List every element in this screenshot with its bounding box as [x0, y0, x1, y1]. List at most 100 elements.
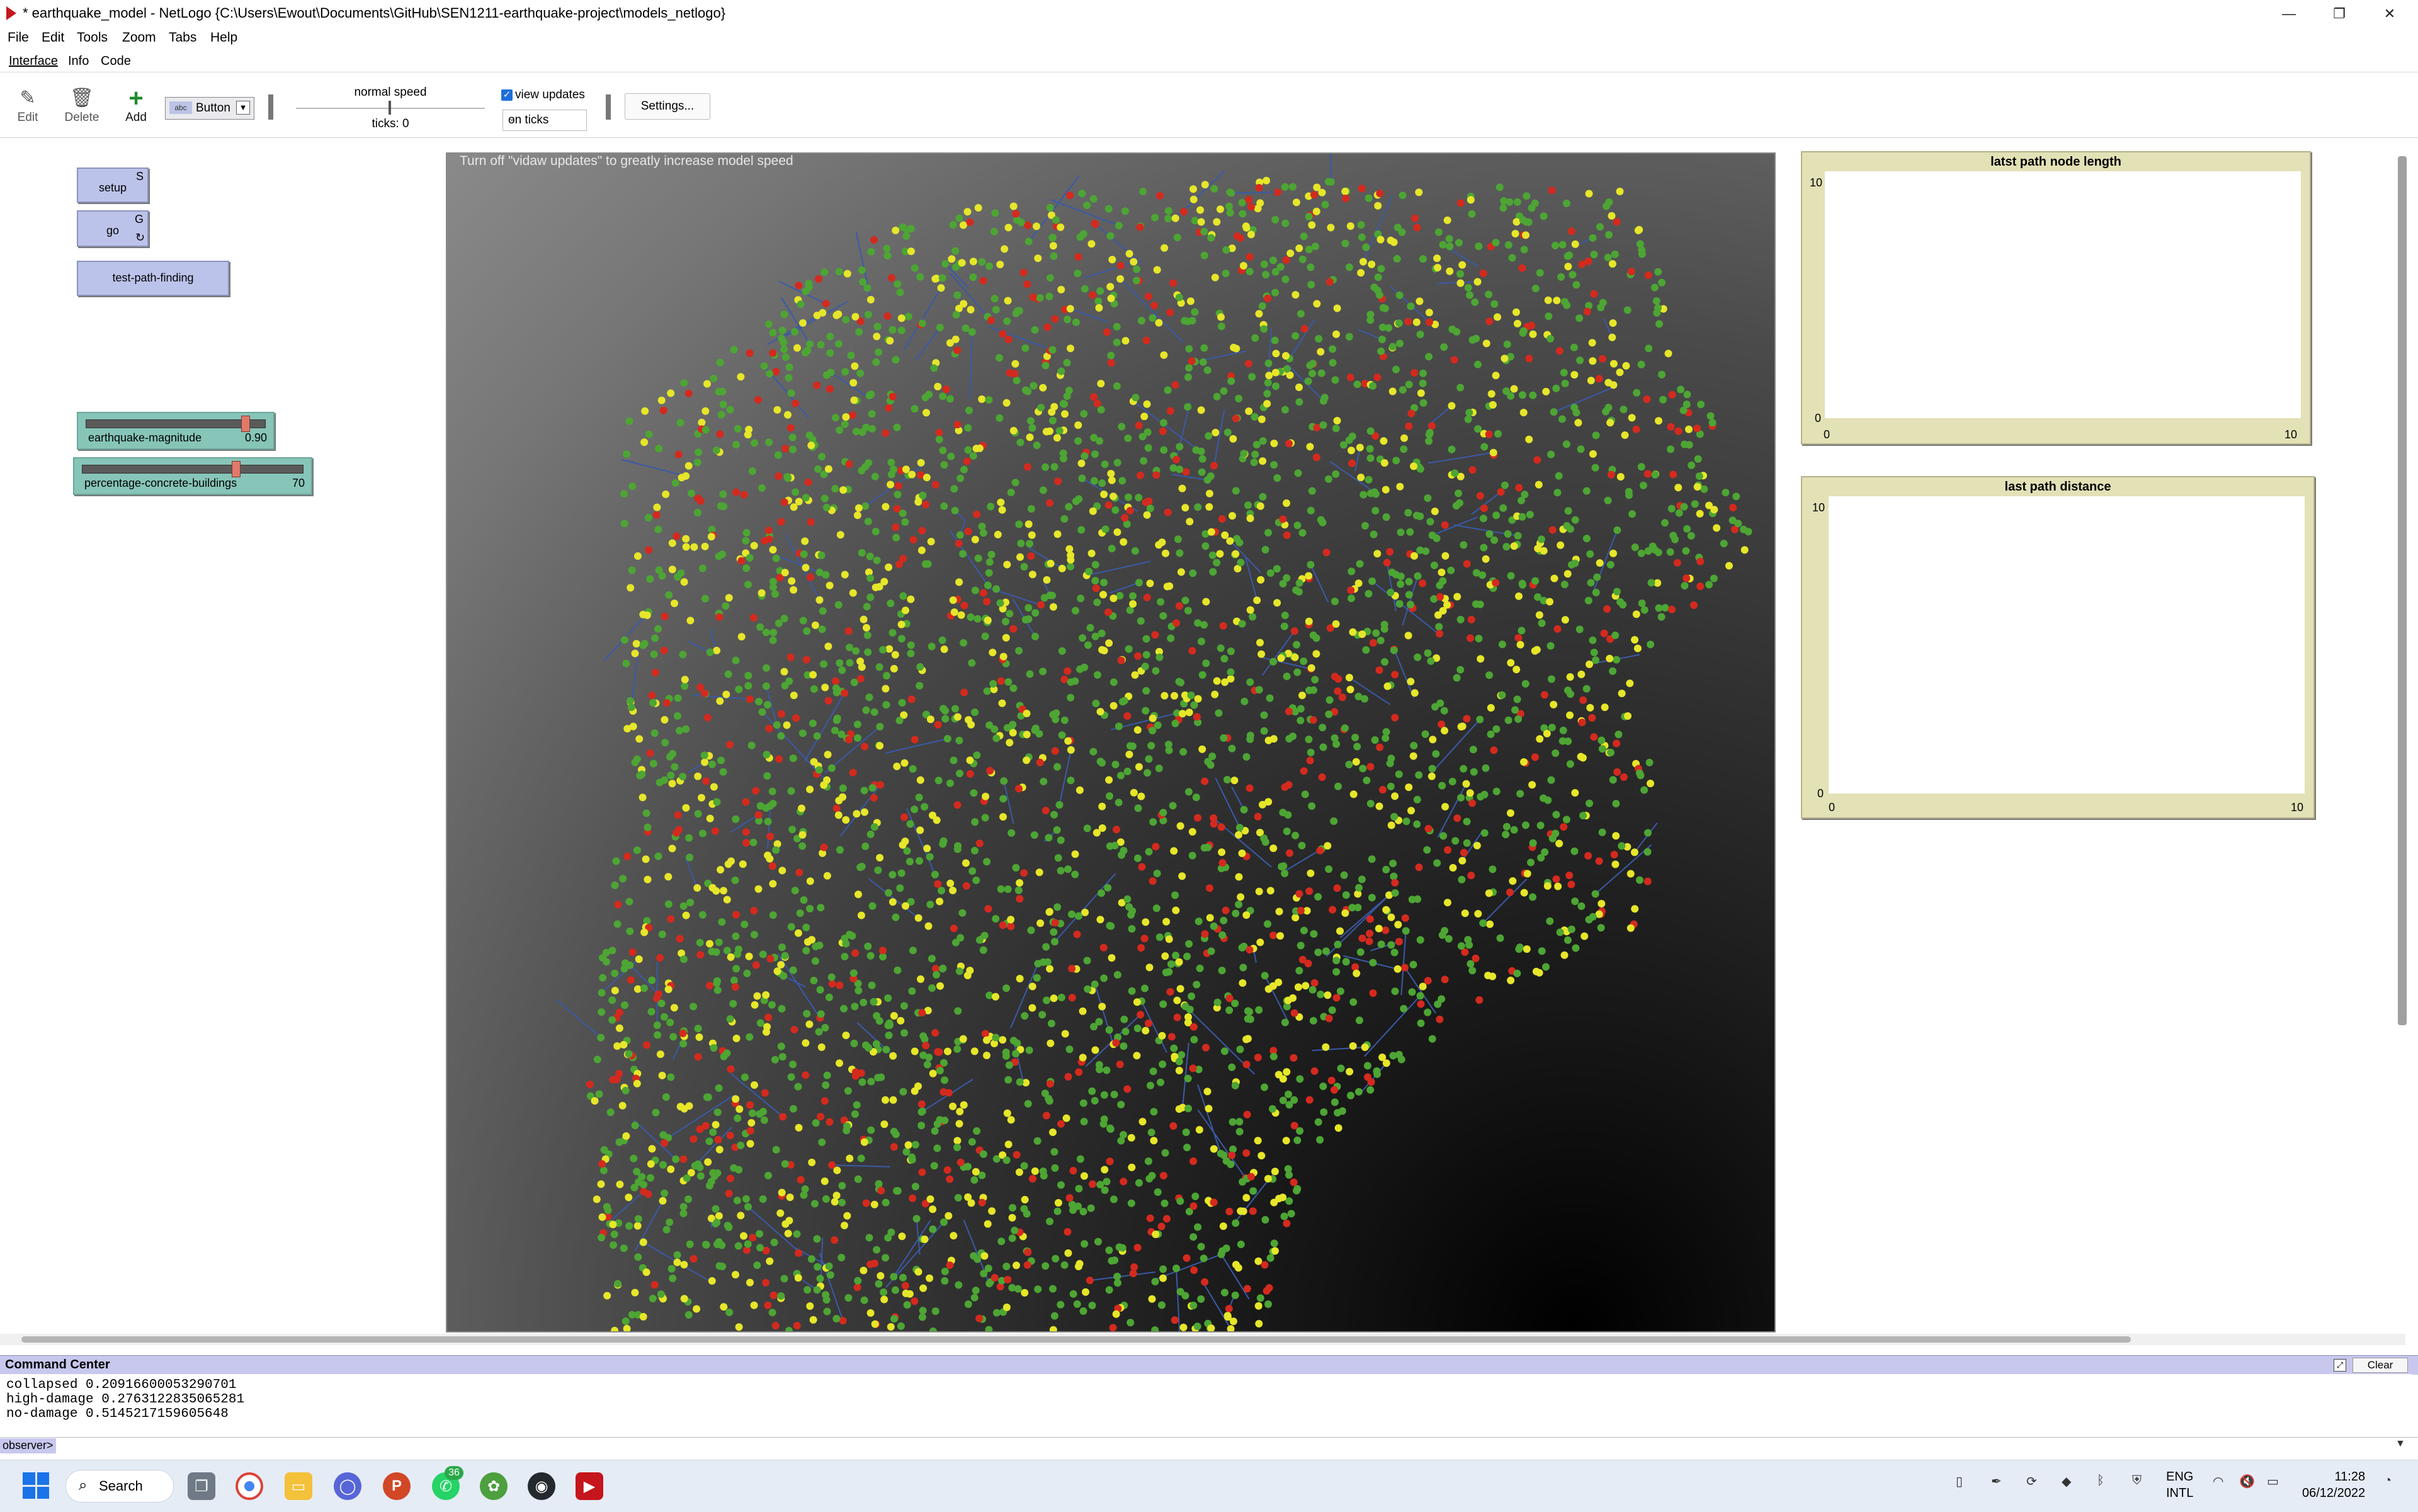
building-node: [1147, 504, 1154, 512]
command-input[interactable]: [0, 1437, 2418, 1454]
minimize-button[interactable]: —: [2261, 0, 2317, 28]
menu-edit[interactable]: Edit: [42, 30, 64, 45]
view-updates-checkbox[interactable]: ✓view updates: [501, 88, 585, 102]
go-button[interactable]: G go ↻: [77, 210, 149, 247]
building-node: [1349, 433, 1356, 440]
building-node: [1172, 907, 1179, 914]
menu-zoom[interactable]: Zoom: [122, 30, 156, 45]
language-indicator[interactable]: ENG INTL: [2166, 1469, 2193, 1501]
menu-file[interactable]: File: [8, 30, 29, 45]
chrome-icon[interactable]: [236, 1472, 263, 1500]
settings-button[interactable]: Settings...: [625, 93, 710, 120]
update-mode-select[interactable]: on ticks ⌄: [502, 110, 587, 131]
edit-button[interactable]: ✎ Edit: [3, 86, 53, 125]
building-node: [795, 869, 803, 877]
setup-button[interactable]: S setup: [77, 168, 149, 203]
building-node: [1198, 448, 1205, 455]
building-node: [1316, 1136, 1324, 1144]
building-node: [864, 632, 871, 639]
building-node: [1029, 293, 1036, 301]
building-node: [824, 642, 832, 650]
building-node: [929, 1327, 937, 1331]
speed-slider-thumb[interactable]: [389, 101, 391, 115]
building-node: [1396, 292, 1404, 299]
building-node: [746, 1101, 754, 1109]
netlogo-icon[interactable]: ▶: [576, 1472, 603, 1500]
building-node: [1155, 319, 1162, 327]
signal-icon[interactable]: ◯: [334, 1472, 361, 1500]
building-node: [1283, 673, 1291, 680]
building-node: [918, 547, 926, 554]
menu-tabs[interactable]: Tabs: [169, 30, 196, 45]
building-node: [1713, 524, 1720, 531]
expand-icon[interactable]: ⤢: [2334, 1359, 2346, 1372]
building-node: [1129, 592, 1137, 600]
task-view-icon[interactable]: ❐: [188, 1472, 215, 1500]
menu-help[interactable]: Help: [210, 30, 237, 45]
building-node: [785, 1217, 793, 1224]
building-node: [1308, 221, 1315, 229]
building-node: [890, 1012, 898, 1020]
menu-tools[interactable]: Tools: [77, 30, 108, 45]
plot-path-distance[interactable]: last path distance 10 0 0 10: [1801, 476, 2315, 819]
plot-path-node-length[interactable]: latst path node length 10 0 0 10: [1801, 151, 2311, 445]
powerpoint-icon[interactable]: P: [383, 1472, 411, 1500]
building-node: [836, 426, 843, 434]
vertical-scroll-thumb[interactable]: [2398, 156, 2407, 1025]
add-button[interactable]: + Add: [111, 86, 161, 125]
clock[interactable]: 11:28 06/12/2022: [2302, 1469, 2365, 1501]
close-button[interactable]: ✕: [2361, 0, 2418, 28]
delete-button[interactable]: 🗑 Delete: [57, 86, 107, 125]
world-view[interactable]: Turn off "vidaw updates" to greatly incr…: [446, 152, 1776, 1333]
usb-icon[interactable]: ▯: [1956, 1474, 1963, 1489]
earthquake-magnitude-slider[interactable]: earthquake-magnitude 0.90: [77, 412, 275, 450]
building-node: [1444, 217, 1451, 224]
building-node: [842, 816, 849, 824]
building-node: [1217, 205, 1224, 213]
speaker-muted-icon[interactable]: 🔇: [2239, 1474, 2255, 1489]
battery-icon[interactable]: ▭: [2267, 1474, 2279, 1489]
building-node: [732, 657, 740, 664]
photos-icon[interactable]: ✿: [480, 1472, 508, 1500]
clear-button[interactable]: Clear: [2353, 1358, 2408, 1373]
building-node: [1285, 781, 1293, 788]
building-node: [1106, 232, 1114, 240]
bluetooth-icon[interactable]: ᛒ: [2097, 1474, 2104, 1488]
building-node: [1036, 919, 1044, 927]
building-node: [1469, 466, 1477, 474]
test-path-finding-button[interactable]: test-path-finding: [77, 261, 229, 296]
percentage-concrete-buildings-slider[interactable]: percentage-concrete-buildings 70: [73, 457, 312, 495]
chevron-down-icon[interactable]: ▼: [2395, 1438, 2405, 1450]
building-node: [1227, 647, 1235, 655]
building-node: [896, 288, 904, 296]
tab-interface[interactable]: Interface: [9, 54, 58, 69]
observer-prompt[interactable]: observer>: [0, 1438, 56, 1453]
building-node: [931, 275, 939, 283]
slider-thumb[interactable]: [232, 461, 241, 477]
tab-code[interactable]: Code: [101, 54, 131, 69]
building-node: [1283, 1220, 1290, 1227]
slider-thumb[interactable]: [241, 416, 250, 432]
building-node: [983, 1052, 990, 1059]
notifications-icon[interactable]: ◔: [2384, 1474, 2392, 1488]
taskbar-search[interactable]: ⌕ Search: [65, 1470, 174, 1503]
wifi-icon[interactable]: ◠: [2213, 1474, 2223, 1489]
horizontal-scroll-thumb[interactable]: [21, 1336, 2131, 1343]
github-icon[interactable]: ◉: [528, 1472, 555, 1500]
file-explorer-icon[interactable]: ▭: [285, 1472, 312, 1500]
pen-icon[interactable]: ✒: [1991, 1474, 2002, 1489]
defender-icon[interactable]: ⛨: [2132, 1474, 2142, 1488]
building-node: [1601, 703, 1609, 711]
building-node: [1487, 704, 1495, 712]
restore-button[interactable]: ❐: [2311, 0, 2368, 28]
nvidia-icon[interactable]: ◆: [2062, 1474, 2071, 1489]
building-node: [984, 1220, 992, 1228]
windows-start-icon[interactable]: [23, 1472, 49, 1499]
building-node: [919, 1285, 927, 1292]
widget-type-select[interactable]: abc Button ▼: [165, 97, 254, 120]
building-node: [1382, 906, 1390, 914]
building-node: [765, 438, 773, 446]
sync-icon[interactable]: ⟳: [2026, 1474, 2037, 1489]
tab-info[interactable]: Info: [68, 54, 89, 69]
building-node: [1472, 955, 1480, 962]
